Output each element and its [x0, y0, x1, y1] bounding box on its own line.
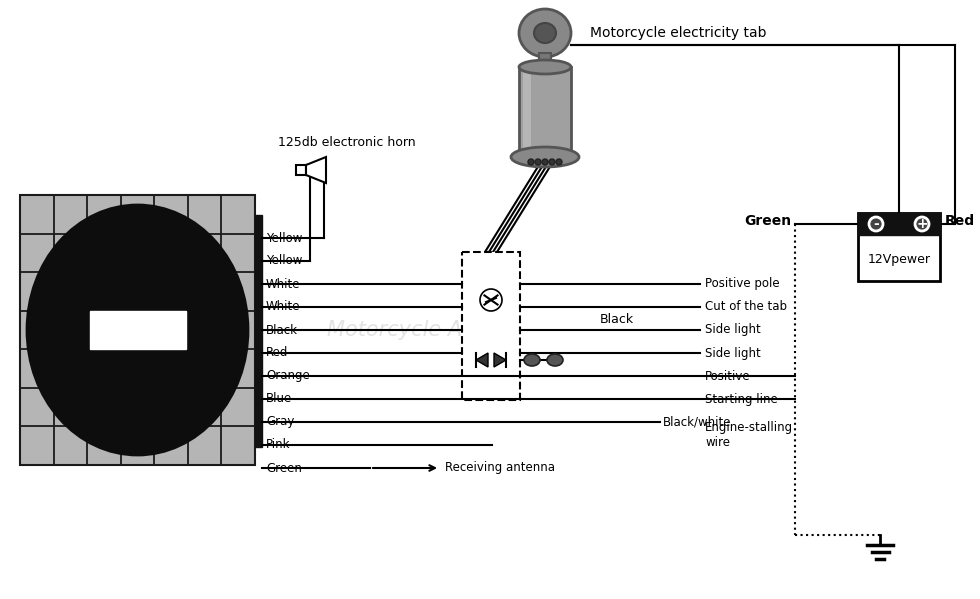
Ellipse shape: [27, 205, 248, 455]
Bar: [523, 72, 531, 152]
Ellipse shape: [528, 159, 534, 165]
Bar: [858, 213, 940, 235]
Text: Side light: Side light: [705, 323, 760, 337]
Bar: [858, 213, 940, 281]
Bar: [255, 215, 262, 447]
Ellipse shape: [524, 354, 540, 366]
Text: Engine-stalling
wire: Engine-stalling wire: [705, 420, 793, 449]
Text: Motorcycle electricity tab: Motorcycle electricity tab: [590, 26, 766, 40]
Bar: [539, 53, 551, 68]
Ellipse shape: [547, 354, 563, 366]
Text: Positive pole: Positive pole: [705, 277, 780, 291]
Bar: [519, 67, 571, 157]
Ellipse shape: [549, 159, 555, 165]
Ellipse shape: [869, 217, 883, 231]
Bar: [89, 311, 185, 349]
Text: Black: Black: [266, 323, 298, 337]
Ellipse shape: [535, 159, 541, 165]
Text: Side light: Side light: [705, 346, 760, 359]
Text: Motorcycle A: Motorcycle A: [327, 320, 463, 340]
Text: Pink: Pink: [266, 438, 290, 452]
Polygon shape: [306, 157, 326, 183]
Text: +: +: [916, 217, 928, 231]
Bar: [20, 195, 255, 465]
Text: Black/white: Black/white: [663, 416, 731, 428]
Ellipse shape: [519, 60, 571, 74]
Text: Orange: Orange: [266, 370, 310, 383]
Text: Green: Green: [744, 214, 791, 228]
Text: Blue: Blue: [266, 392, 292, 406]
Bar: [462, 252, 520, 400]
Ellipse shape: [915, 217, 929, 231]
Text: Cut of the tab: Cut of the tab: [705, 301, 787, 313]
Polygon shape: [476, 353, 488, 367]
Ellipse shape: [511, 147, 579, 167]
Text: Yellow: Yellow: [266, 231, 303, 244]
Text: White: White: [266, 301, 301, 313]
Text: Positive: Positive: [705, 370, 751, 383]
Text: 12Vpewer: 12Vpewer: [867, 253, 930, 265]
Polygon shape: [494, 353, 506, 367]
Text: Red: Red: [945, 214, 975, 228]
Text: Black: Black: [600, 313, 634, 326]
Text: 125db electronic horn: 125db electronic horn: [278, 135, 416, 149]
Text: White: White: [266, 277, 301, 291]
Ellipse shape: [519, 9, 571, 57]
Ellipse shape: [534, 23, 556, 43]
Text: Green: Green: [266, 461, 302, 474]
Text: Red: Red: [266, 346, 288, 359]
Ellipse shape: [542, 159, 548, 165]
Bar: [296, 165, 306, 175]
Text: Gray: Gray: [266, 416, 294, 428]
Ellipse shape: [556, 159, 562, 165]
Text: Starting line: Starting line: [705, 392, 778, 406]
Text: Yellow: Yellow: [266, 255, 303, 268]
Ellipse shape: [480, 289, 502, 311]
Text: Receiving antenna: Receiving antenna: [445, 461, 555, 474]
Text: -: -: [873, 217, 879, 231]
